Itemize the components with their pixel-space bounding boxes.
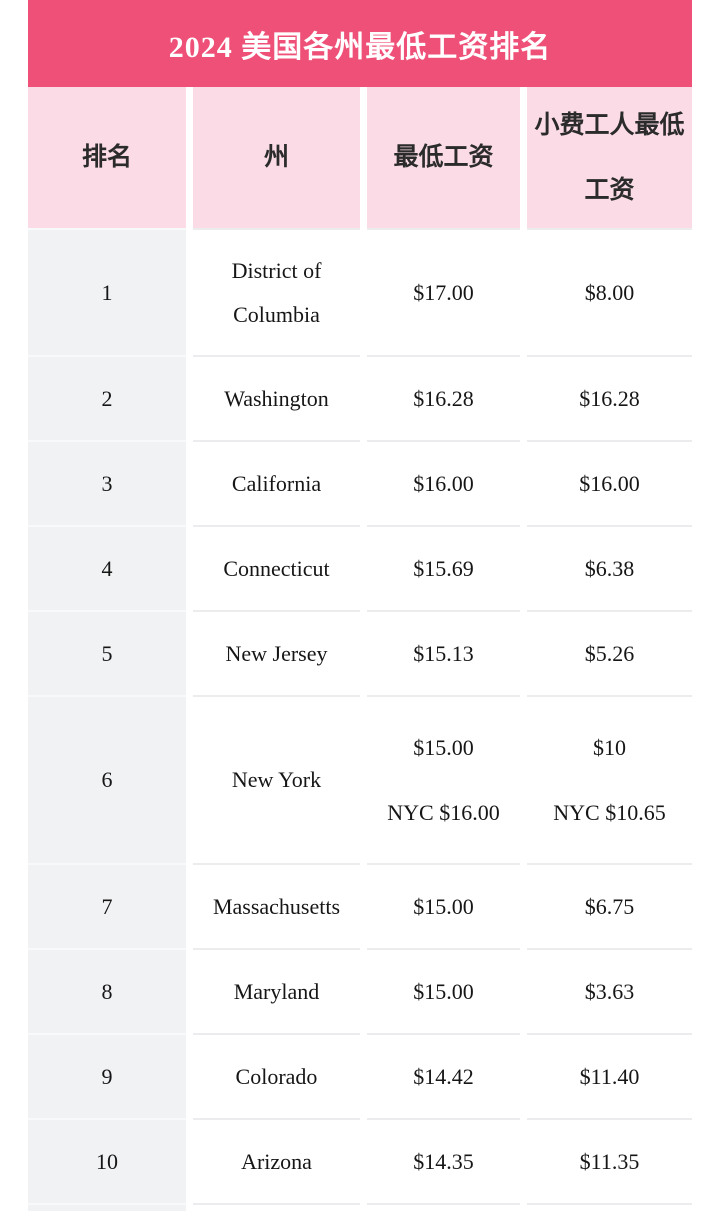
- min-wage-cell: $15.13: [367, 610, 520, 695]
- state-cell: New York: [193, 695, 360, 863]
- column-header-tipped-wage: 小费工人最低 工资: [527, 87, 692, 228]
- state-cell: California: [193, 440, 360, 525]
- rank-cell: 1: [28, 228, 186, 355]
- min-wage-cell: $14.42: [367, 1033, 520, 1118]
- state-cell: Massachusetts: [193, 863, 360, 948]
- rank-cell: 7: [28, 863, 186, 948]
- tipped-wage-cell: $16.28: [527, 355, 692, 440]
- min-wage-cell: $15.00: [367, 863, 520, 948]
- min-wage-cell: $16.28: [367, 355, 520, 440]
- rank-cell-stub: [28, 1203, 186, 1211]
- min-wage-cell: $15.00 NYC $16.00: [367, 695, 520, 863]
- state-cell-stub: [193, 1203, 360, 1211]
- tipped-wage-cell: $11.35: [527, 1118, 692, 1203]
- state-cell: Washington: [193, 355, 360, 440]
- state-cell: New Jersey: [193, 610, 360, 695]
- min-wage-cell: $15.00: [367, 948, 520, 1033]
- wage-table-grid: 排名 州 最低工资 小费工人最低 工资 1 District of Columb…: [28, 87, 692, 1211]
- state-cell: Connecticut: [193, 525, 360, 610]
- state-cell: Colorado: [193, 1033, 360, 1118]
- rank-cell: 3: [28, 440, 186, 525]
- min-wage-cell: $16.00: [367, 440, 520, 525]
- state-cell: Arizona: [193, 1118, 360, 1203]
- min-wage-cell: $17.00: [367, 228, 520, 355]
- rank-cell: 8: [28, 948, 186, 1033]
- rank-cell: 10: [28, 1118, 186, 1203]
- state-cell: Maryland: [193, 948, 360, 1033]
- wage-ranking-table: 2024 美国各州最低工资排名 排名 州 最低工资 小费工人最低 工资 1 Di…: [28, 0, 692, 1211]
- min-wage-cell-stub: [367, 1203, 520, 1211]
- rank-cell: 5: [28, 610, 186, 695]
- tipped-wage-cell: $8.00: [527, 228, 692, 355]
- min-wage-cell: $15.69: [367, 525, 520, 610]
- rank-cell: 9: [28, 1033, 186, 1118]
- rank-cell: 2: [28, 355, 186, 440]
- tipped-wage-cell: $6.75: [527, 863, 692, 948]
- tipped-wage-cell: $11.40: [527, 1033, 692, 1118]
- tipped-wage-cell-stub: [527, 1203, 692, 1211]
- column-header-rank: 排名: [28, 87, 186, 228]
- tipped-wage-cell: $5.26: [527, 610, 692, 695]
- state-cell: District of Columbia: [193, 228, 360, 355]
- table-title-bar: 2024 美国各州最低工资排名: [28, 0, 692, 87]
- rank-cell: 6: [28, 695, 186, 863]
- min-wage-cell: $14.35: [367, 1118, 520, 1203]
- rank-cell: 4: [28, 525, 186, 610]
- tipped-wage-cell: $6.38: [527, 525, 692, 610]
- tipped-wage-cell: $10 NYC $10.65: [527, 695, 692, 863]
- table-title: 2024 美国各州最低工资排名: [168, 30, 552, 64]
- column-header-state: 州: [193, 87, 360, 228]
- tipped-wage-cell: $16.00: [527, 440, 692, 525]
- column-header-min-wage: 最低工资: [367, 87, 520, 228]
- tipped-wage-cell: $3.63: [527, 948, 692, 1033]
